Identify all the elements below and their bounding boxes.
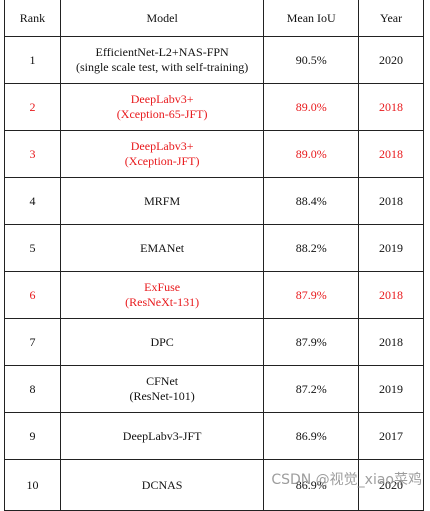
table-row: 2 DeepLabv3+ (Xception-65-JFT) 89.0% 201… (4, 83, 424, 131)
mean-iou-cell: 86.9% (263, 412, 360, 460)
rank-cell: 6 (4, 271, 61, 319)
table-row: 3 DeepLabv3+ (Xception-JFT) 89.0% 2018 (4, 130, 424, 178)
table-row: 4 MRFM 88.4% 2018 (4, 177, 424, 225)
model-name: DCNAS (141, 477, 183, 492)
year-cell: 2018 (358, 177, 424, 225)
leaderboard-table: Rank Model Mean IoU Year 1 EfficientNet-… (4, 0, 424, 511)
year-cell: 2018 (358, 318, 424, 366)
year-cell: 2017 (358, 412, 424, 460)
year-cell: 2018 (358, 83, 424, 131)
mean-iou-cell: 88.4% (263, 177, 360, 225)
mean-iou-cell: 89.0% (263, 83, 360, 131)
model-name: EMANet (140, 240, 185, 255)
csdn-watermark: CSDN @视觉_xiao菜鸡 (271, 472, 422, 488)
model-detail: (ResNeXt-131) (125, 295, 200, 309)
year-cell: 2019 (358, 365, 424, 413)
model-header: Model (59, 0, 265, 37)
year-cell: 2018 (358, 271, 424, 319)
mean-iou-cell: 88.2% (263, 224, 360, 272)
rank-cell: 2 (4, 83, 61, 131)
model-name: ExFuse (144, 280, 181, 294)
model-cell: ExFuse (ResNeXt-131) (59, 271, 265, 319)
table-row: 8 CFNet (ResNet-101) 87.2% 2019 (4, 365, 424, 413)
model-cell: EMANet (59, 224, 265, 272)
mean-iou-cell: 87.9% (263, 318, 360, 366)
model-cell: DPC (59, 318, 265, 366)
mean-iou-header: Mean IoU (263, 0, 360, 37)
model-cell: EfficientNet-L2+NAS-FPN (single scale te… (59, 36, 265, 84)
year-cell: 2018 (358, 130, 424, 178)
model-name: CFNet (146, 374, 179, 388)
mean-iou-cell: 90.5% (263, 36, 360, 84)
table-row: 1 EfficientNet-L2+NAS-FPN (single scale … (4, 36, 424, 84)
model-detail: (single scale test, with self-training) (75, 60, 249, 74)
table-row: 6 ExFuse (ResNeXt-131) 87.9% 2018 (4, 271, 424, 319)
rank-cell: 5 (4, 224, 61, 272)
model-cell: DCNAS (59, 459, 265, 511)
model-detail: (ResNet-101) (129, 389, 195, 403)
model-cell: DeepLabv3-JFT (59, 412, 265, 460)
year-cell: 2019 (358, 224, 424, 272)
year-cell: 2020 (358, 36, 424, 84)
mean-iou-cell: 89.0% (263, 130, 360, 178)
model-cell: DeepLabv3+ (Xception-65-JFT) (59, 83, 265, 131)
model-detail: (Xception-65-JFT) (116, 107, 208, 121)
model-name: MRFM (144, 193, 181, 208)
rank-cell: 3 (4, 130, 61, 178)
header-row: Rank Model Mean IoU Year (4, 0, 424, 37)
rank-cell: 7 (4, 318, 61, 366)
model-detail: (Xception-JFT) (124, 154, 200, 168)
mean-iou-cell: 87.9% (263, 271, 360, 319)
model-name: DeepLabv3-JFT (122, 428, 202, 443)
model-name: DeepLabv3+ (130, 139, 194, 153)
model-cell: DeepLabv3+ (Xception-JFT) (59, 130, 265, 178)
table-row: 5 EMANet 88.2% 2019 (4, 224, 424, 272)
table-row: 9 DeepLabv3-JFT 86.9% 2017 (4, 412, 424, 460)
table-row: 7 DPC 87.9% 2018 (4, 318, 424, 366)
model-name: DPC (150, 334, 174, 349)
model-name: DeepLabv3+ (130, 92, 194, 106)
rank-cell: 8 (4, 365, 61, 413)
model-cell: MRFM (59, 177, 265, 225)
rank-cell: 1 (4, 36, 61, 84)
mean-iou-cell: 87.2% (263, 365, 360, 413)
year-header: Year (358, 0, 424, 37)
rank-cell: 10 (4, 459, 61, 511)
rank-header: Rank (4, 0, 61, 37)
rank-cell: 4 (4, 177, 61, 225)
model-name: EfficientNet-L2+NAS-FPN (95, 45, 229, 59)
model-cell: CFNet (ResNet-101) (59, 365, 265, 413)
rank-cell: 9 (4, 412, 61, 460)
